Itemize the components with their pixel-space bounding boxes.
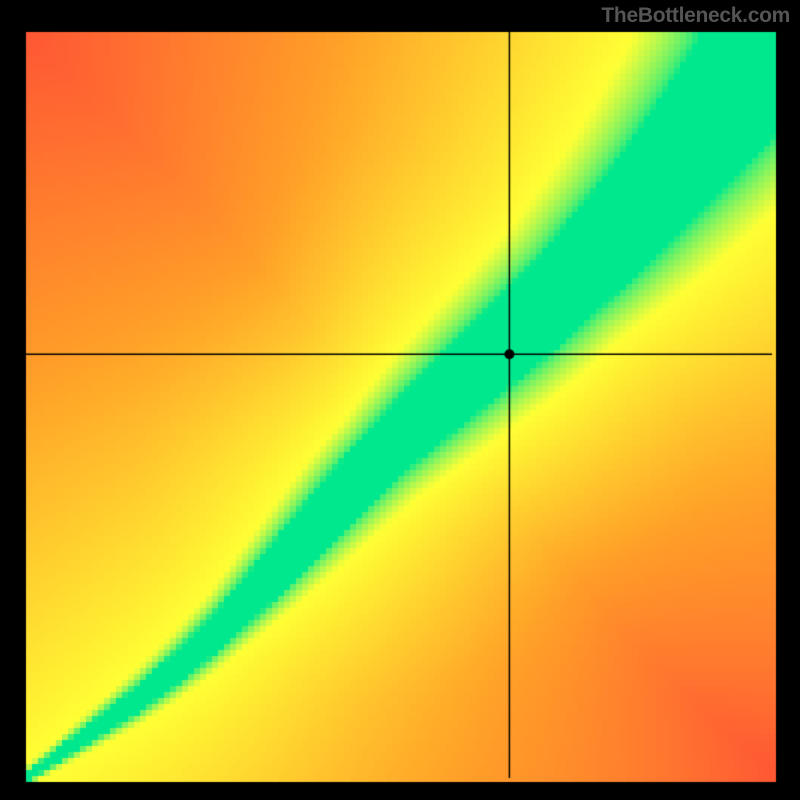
heatmap-canvas [0,0,800,800]
chart-root: TheBottleneck.com [0,0,800,800]
watermark-text: TheBottleneck.com [601,4,790,28]
